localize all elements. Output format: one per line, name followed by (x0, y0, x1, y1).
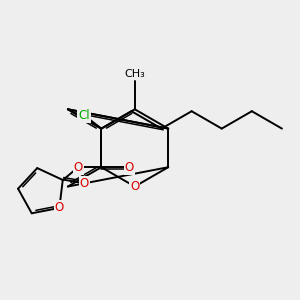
Text: CH₃: CH₃ (124, 69, 145, 79)
Text: O: O (55, 201, 64, 214)
Text: O: O (80, 177, 89, 190)
Text: Cl: Cl (78, 109, 90, 122)
Text: O: O (130, 180, 140, 193)
Text: O: O (74, 161, 83, 174)
Text: O: O (124, 161, 134, 174)
